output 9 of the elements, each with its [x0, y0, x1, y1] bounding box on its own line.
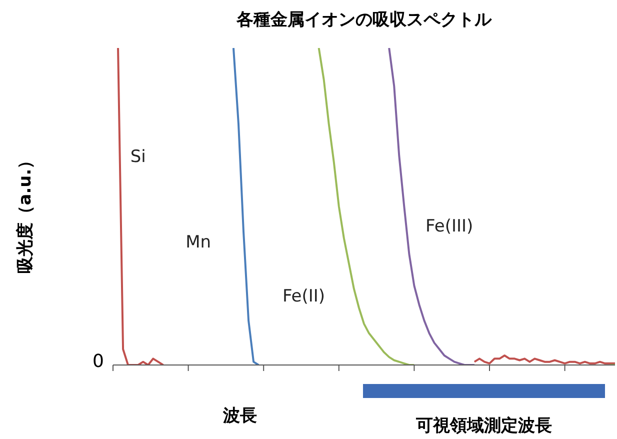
chart-title: 各種金属イオンの吸収スペクトル: [235, 9, 493, 31]
text: 0: [92, 351, 104, 372]
series-label: Fe(II): [282, 286, 326, 306]
x-axis-title: 波長: [222, 405, 258, 427]
text: 可視領域測定波長: [415, 415, 553, 437]
y-axis-title: 吸光度（a.u.）: [14, 152, 36, 274]
series-label: Fe(III): [426, 216, 474, 237]
series-label: Si: [130, 146, 146, 167]
series-label: Mn: [186, 232, 212, 252]
